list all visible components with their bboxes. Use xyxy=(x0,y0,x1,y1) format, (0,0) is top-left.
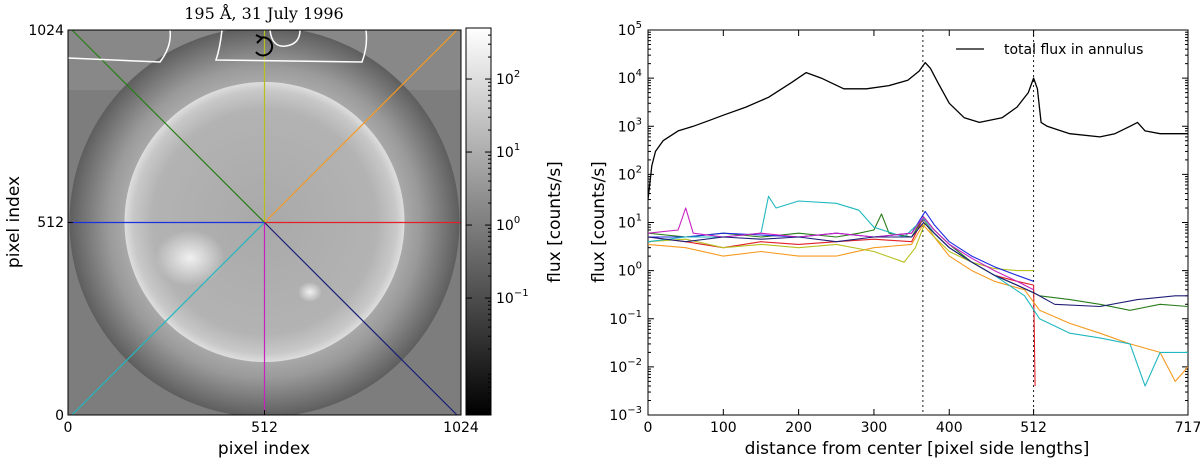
colorbar-tick-label: 102 xyxy=(496,69,520,88)
profile-ytick-label: 102 xyxy=(618,164,642,183)
profile-ylabel: flux [counts/s] xyxy=(589,161,609,283)
occulter-notch xyxy=(269,30,301,47)
image-axis-ticks xyxy=(67,29,462,416)
rotation-arrow-icon xyxy=(255,36,274,57)
colorbar-label: flux [counts/s] xyxy=(545,161,565,283)
colorbar-tick-label: 100 xyxy=(496,215,520,234)
image-title: 195 Å, 31 July 1996 xyxy=(184,3,343,23)
profile-ytick-label: 101 xyxy=(618,213,642,232)
profile-ytick-label: 10−1 xyxy=(609,309,642,328)
image-xlabel: pixel index xyxy=(218,439,310,459)
profile-xtick-label: 100 xyxy=(710,420,737,436)
profile-ytick-label: 105 xyxy=(618,20,642,39)
profile-ytick-label: 10−2 xyxy=(609,357,642,376)
profile-ytick-label: 104 xyxy=(618,68,642,87)
series-orange xyxy=(648,224,1188,382)
active-region-bright xyxy=(155,230,225,286)
solar-image-panel: 195 Å, 31 July 1996 0 512 1024 0 512 102… xyxy=(4,3,479,459)
colorbar-tick-label: 10−1 xyxy=(496,288,529,307)
profile-ytick-label: 100 xyxy=(618,261,642,280)
occulter-outline-left xyxy=(68,30,172,63)
series-cyan xyxy=(648,195,1188,387)
profile-xtick-label: 512 xyxy=(1020,420,1047,436)
image-tick-y-0: 0 xyxy=(55,408,64,424)
flux-series xyxy=(648,61,1188,387)
image-tick-x-0: 0 xyxy=(64,420,73,436)
profile-xlabel: distance from center [pixel side lengths… xyxy=(745,439,1090,459)
ray-orange xyxy=(264,30,458,223)
image-tick-y-512: 512 xyxy=(37,215,64,231)
colorbar-gradient xyxy=(465,27,492,416)
image-ylabel: pixel index xyxy=(4,176,24,268)
profile-ytick-label: 103 xyxy=(618,116,642,135)
series-navy xyxy=(648,221,1188,308)
image-tick-y-1024: 1024 xyxy=(28,23,64,39)
image-tick-x-512: 512 xyxy=(251,420,278,436)
solar-image xyxy=(68,30,461,415)
profile-xtick-label: 400 xyxy=(936,420,963,436)
colorbar-tick-label: 101 xyxy=(496,142,520,161)
series-yellow xyxy=(648,221,1034,272)
vertical-reference-lines xyxy=(922,30,1035,415)
profile-xtick-label: 0 xyxy=(644,420,653,436)
active-region-small xyxy=(298,282,322,302)
radial-profile-panel: 0 100 200 300 400 512 717 105 104 103 102 101 100 10−… xyxy=(589,20,1200,459)
colorbar-ticks: 102 101 100 10−1 xyxy=(466,27,529,410)
image-tick-x-1024: 1024 xyxy=(443,420,479,436)
ray-cyan xyxy=(71,222,265,415)
ray-lines xyxy=(68,30,461,415)
profile-xtick-label: 717 xyxy=(1175,420,1200,436)
legend-label: total flux in annulus xyxy=(1004,42,1143,58)
profile-xtick-label: 300 xyxy=(861,420,888,436)
colorbar: 102 101 100 10−1 flux [counts/s] xyxy=(465,27,565,416)
ray-navy xyxy=(264,222,458,415)
series-total-flux xyxy=(648,61,1188,200)
ray-green xyxy=(71,30,265,223)
profile-ytick-label: 10−3 xyxy=(609,405,642,424)
occulter-outline-center xyxy=(214,30,368,63)
profile-xtick-label: 200 xyxy=(785,420,812,436)
